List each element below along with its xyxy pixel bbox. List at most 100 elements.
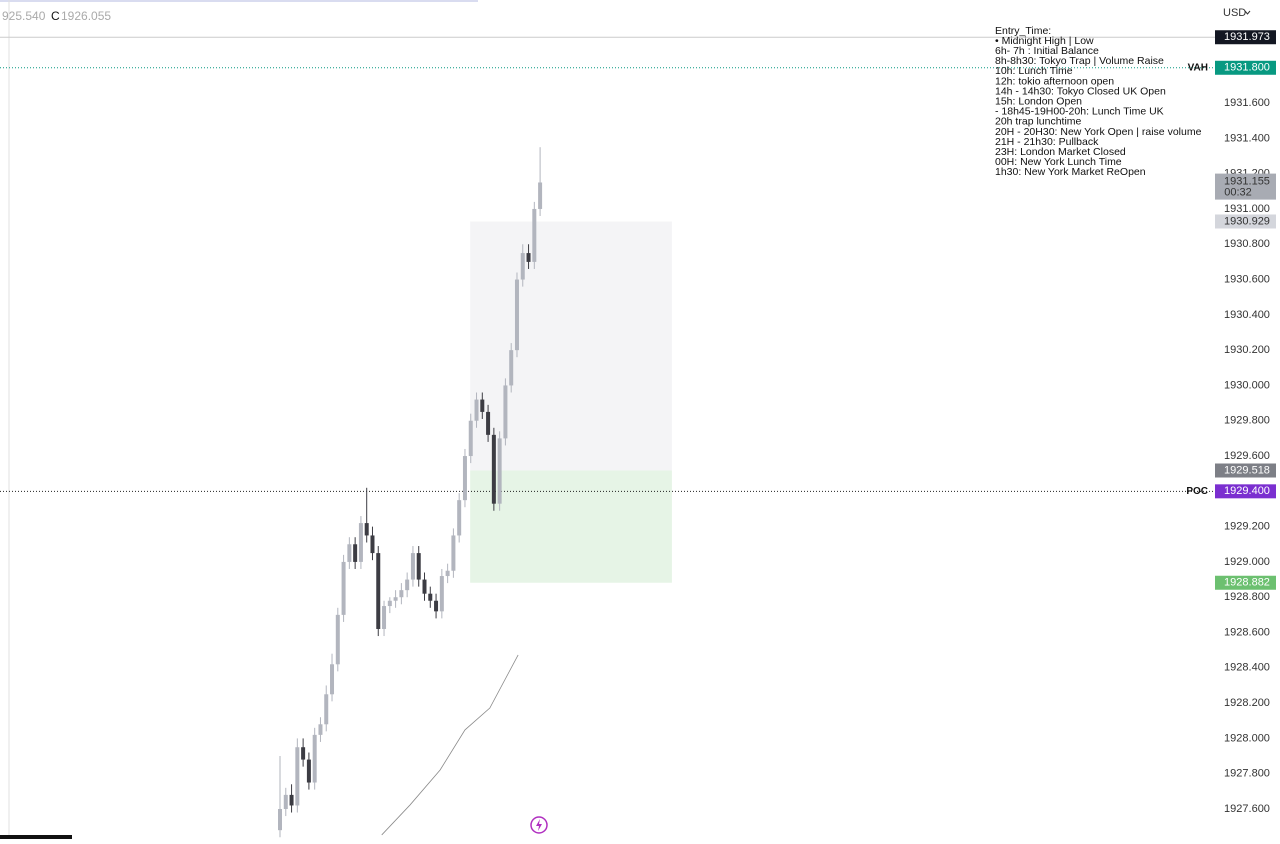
candle-body	[301, 747, 306, 760]
y-tick-label: 1929.800	[1224, 415, 1270, 427]
y-tick-label: 1928.600	[1224, 626, 1270, 638]
candle-body	[312, 734, 317, 783]
candle-body	[399, 590, 404, 598]
dropdown-caret[interactable]	[1244, 10, 1251, 15]
annotation-line: 15h: London Open	[995, 95, 1082, 107]
annotation-line: 00H: New York Lunch Time	[995, 156, 1122, 168]
candle-body	[405, 579, 410, 591]
annotation-line: 6h- 7h : Initial Balance	[995, 45, 1099, 57]
candle-body	[341, 561, 346, 615]
level-name: POC	[1186, 486, 1208, 497]
y-tick-label: 1929.600	[1224, 450, 1270, 462]
level-name: VAH	[1188, 62, 1208, 73]
candle-body	[491, 434, 496, 504]
candle-body	[364, 523, 369, 536]
candle-body	[457, 500, 462, 536]
candle-body	[532, 208, 537, 262]
stop-tag	[1215, 575, 1276, 590]
candle-body	[462, 456, 467, 501]
candle-body	[509, 350, 514, 386]
candle-body	[318, 724, 323, 735]
target-tag	[1215, 214, 1276, 229]
y-tick-label: 1928.000	[1224, 732, 1270, 744]
close-value: 1926.055	[61, 9, 111, 23]
candle-body	[474, 399, 479, 421]
y-tick-label: 1930.200	[1224, 344, 1270, 356]
candle-body	[439, 576, 444, 612]
candle-body	[514, 279, 519, 351]
level-label: 1931.800	[1224, 62, 1270, 74]
y-tick-label: 1931.000	[1224, 203, 1270, 215]
annotation-line: 12h: tokio afternoon open	[995, 75, 1114, 87]
countdown-label: 00:32	[1224, 187, 1252, 199]
y-tick-label: 1931.400	[1224, 132, 1270, 144]
candle-body	[335, 614, 340, 665]
y-tick-label: 1929.200	[1224, 521, 1270, 533]
candle-body	[486, 411, 491, 435]
candle-body	[324, 694, 329, 725]
candle-body	[445, 570, 450, 577]
annotation-line: - 18h45-19H00-20h: Lunch Time UK	[995, 106, 1164, 118]
stop-label: 1928.882	[1224, 577, 1270, 589]
candle-body	[526, 253, 531, 262]
level-tag	[1215, 484, 1276, 499]
candle-body	[497, 438, 502, 504]
bottom-bar	[0, 835, 72, 839]
candle-body	[295, 747, 300, 806]
moving-average	[381, 654, 519, 836]
candle-body	[289, 794, 294, 806]
level-tag	[1215, 60, 1276, 75]
candle-body	[393, 597, 398, 601]
candle-body	[387, 600, 392, 607]
annotation-line: • Midnight High | Low	[995, 35, 1094, 47]
annotation-line: 14h - 14h30: Tokyo Closed UK Open	[995, 85, 1166, 97]
y-tick-label: 1927.600	[1224, 803, 1270, 815]
candle-body	[520, 253, 525, 280]
entry-label: 1929.518	[1224, 464, 1270, 476]
y-tick-label: 1930.400	[1224, 309, 1270, 321]
y-tick-label: 1930.000	[1224, 379, 1270, 391]
y-tick-label: 1928.200	[1224, 697, 1270, 709]
stop-zone	[470, 470, 672, 583]
annotation-line: 20h trap lunchtime	[995, 116, 1082, 128]
candle-body	[376, 553, 381, 629]
candle-body	[428, 593, 433, 601]
last-price-tag	[1215, 173, 1276, 200]
y-tick-label: 1928.400	[1224, 662, 1270, 674]
annotation-line: 8h-8h30: Tokyo Trap | Volume Raise	[995, 55, 1164, 67]
candle-body	[347, 544, 352, 562]
top-bar	[0, 0, 478, 2]
ohlc-partial: 925.540	[2, 9, 46, 23]
candle-body	[370, 535, 375, 554]
currency-dropdown[interactable]: USD	[1223, 7, 1246, 19]
annotation-line: 21H - 21h30: Pullback	[995, 136, 1099, 148]
candle-body	[306, 759, 311, 783]
flash-icon[interactable]	[530, 816, 548, 834]
candle-body	[353, 544, 358, 562]
candle-body	[410, 553, 415, 580]
y-tick-label: 1928.800	[1224, 591, 1270, 603]
annotation-line: 1h30: New York Market ReOpen	[995, 166, 1146, 178]
candle-body	[278, 808, 282, 831]
candle-body	[422, 579, 427, 594]
target-zone	[470, 221, 672, 471]
y-tick-label: 1927.800	[1224, 768, 1270, 780]
crosshair-tag	[1215, 30, 1276, 45]
last-price-label: 1931.155	[1224, 176, 1270, 188]
annotation-line: Entry_Time:	[995, 25, 1051, 37]
flash-bolt[interactable]	[536, 819, 542, 831]
candle-body	[451, 535, 456, 571]
candle-body	[434, 600, 439, 612]
target-label: 1930.929	[1224, 215, 1270, 227]
candle-body	[416, 553, 421, 580]
annotation-line: 20H - 20H30: New York Open | raise volum…	[995, 126, 1202, 138]
crosshair-label: 1931.973	[1224, 31, 1270, 43]
annotation-line: 10h: Lunch Time	[995, 65, 1073, 77]
y-tick-label: 1930.800	[1224, 238, 1270, 250]
candle-body	[538, 182, 543, 209]
candle-body	[330, 664, 335, 695]
plus-icon-ring[interactable]	[1198, 31, 1212, 45]
close-label: C	[51, 9, 60, 23]
